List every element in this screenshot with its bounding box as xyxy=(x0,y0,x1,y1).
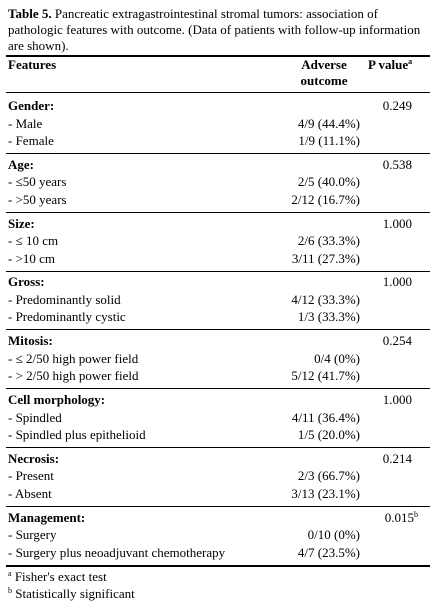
p-value: 1.000 xyxy=(383,274,412,290)
outcome-value: 4/12 (33.3%) xyxy=(291,291,360,307)
caption-text: Pancreatic extragastrointestinal stromal… xyxy=(8,6,421,53)
outcome-value: 4/9 (44.4%) xyxy=(297,115,360,131)
table-caption: Table 5. Pancreatic extragastrointestina… xyxy=(8,6,432,54)
feature-label: - Present xyxy=(8,468,54,484)
group-rule xyxy=(6,270,430,272)
p-value-text: 0.254 xyxy=(382,333,412,349)
outcome-value: 1/3 (33.3%) xyxy=(297,309,360,325)
feature-label: - Spindled plus epithelioid xyxy=(8,427,146,442)
footnote-mark: a xyxy=(8,569,12,578)
group-label: Age: xyxy=(8,156,34,172)
p-value: 1.000 xyxy=(383,216,412,232)
group-label: Cell morphology: xyxy=(8,392,106,407)
header-features: Features xyxy=(8,57,57,72)
feature-label: - Surgery xyxy=(8,527,57,543)
outcome-value: 4/7 (23.5%) xyxy=(297,544,360,560)
p-value: 0.538 xyxy=(383,157,412,173)
footnote-text: Statistically significant xyxy=(15,586,135,601)
feature-label: - ≤ 2/50 high power field xyxy=(8,350,139,366)
bottom-rule xyxy=(6,564,430,567)
header-outcome: Adverse outcome xyxy=(300,57,348,88)
outcome-value: 2/12 (16.7%) xyxy=(291,191,360,207)
group-label: Mitosis: xyxy=(8,333,53,349)
outcome-value: 2/6 (33.3%) xyxy=(297,233,360,249)
group-rule xyxy=(6,388,430,390)
feature-label: - Male xyxy=(8,115,43,131)
outcome-value: 1/9 (11.1%) xyxy=(298,133,360,148)
outcome-value: 2/5 (40.0%) xyxy=(297,174,360,190)
feature-label: - Spindled xyxy=(8,409,62,425)
header-p-value: P valuea xyxy=(368,57,412,73)
outcome-value: 3/11 (27.3%) xyxy=(291,250,360,266)
group-label: Size: xyxy=(8,215,35,231)
p-value-text: 0.538 xyxy=(382,156,412,172)
p-value-text: 1.000 xyxy=(382,392,412,407)
p-value-text: 1.000 xyxy=(382,274,412,290)
footnote-text: Fisher's exact test xyxy=(14,569,107,584)
footnote-mark: b xyxy=(414,509,418,519)
outcome-value: 2/3 (66.7%) xyxy=(297,468,360,484)
p-value-text: 0.249 xyxy=(382,98,412,113)
p-value-text: 0.015 xyxy=(384,509,414,525)
footnote: b Statistically significant xyxy=(8,586,135,602)
top-rule xyxy=(6,55,430,57)
outcome-value: 4/11 (36.4%) xyxy=(291,409,360,425)
outcome-value: 0/4 (0%) xyxy=(314,350,360,366)
p-value: 0.249 xyxy=(383,98,412,114)
p-value-text: 0.214 xyxy=(382,450,412,466)
group-rule xyxy=(6,153,430,154)
feature-label: - Absent xyxy=(8,485,52,501)
group-rule xyxy=(6,447,430,448)
footnote: a Fisher's exact test xyxy=(8,569,107,585)
feature-label: - Surgery plus neoadjuvant chemotherapy xyxy=(8,544,226,560)
p-value: 0.254 xyxy=(383,333,412,349)
outcome-value: 5/12 (41.7%) xyxy=(291,368,360,384)
feature-label: - Female xyxy=(8,133,54,148)
p-value: 0.214 xyxy=(383,451,412,467)
p-value: 1.000 xyxy=(383,392,412,408)
feature-label: - ≤50 years xyxy=(8,174,67,190)
group-rule xyxy=(6,329,430,331)
feature-label: - ≤ 10 cm xyxy=(8,233,59,249)
feature-label: - > 2/50 high power field xyxy=(8,368,139,384)
group-label: Gross: xyxy=(8,274,45,290)
group-label: Necrosis: xyxy=(8,450,60,466)
group-label: Management: xyxy=(8,509,86,525)
header-p-text: P value xyxy=(368,57,409,72)
header-rule xyxy=(6,92,430,93)
outcome-value: 1/5 (20.0%) xyxy=(297,427,360,442)
footnote-mark: a xyxy=(408,57,413,66)
p-value-text: 1.000 xyxy=(382,215,412,231)
p-value: 0.015b xyxy=(385,510,418,526)
outcome-value: 0/10 (0%) xyxy=(307,527,360,543)
feature-label: - >50 years xyxy=(8,191,67,207)
group-label: Gender: xyxy=(8,98,55,113)
group-rule xyxy=(6,505,430,507)
caption-label: Table 5. xyxy=(8,6,52,21)
footnote-mark: b xyxy=(8,586,12,595)
feature-label: - >10 cm xyxy=(8,250,56,266)
outcome-value: 3/13 (23.1%) xyxy=(291,485,360,501)
group-rule xyxy=(6,211,430,213)
feature-label: - Predominantly solid xyxy=(8,291,121,307)
feature-label: - Predominantly cystic xyxy=(8,309,126,325)
